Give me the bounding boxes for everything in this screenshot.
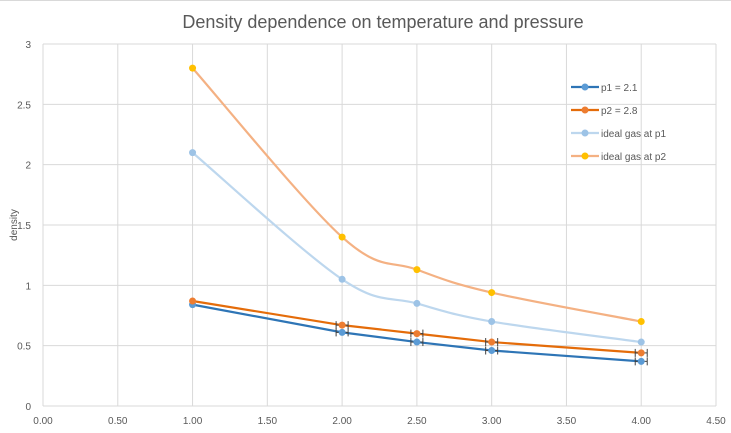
legend-item: ideal gas at p2 (571, 152, 666, 163)
legend-label: ideal gas at p1 (601, 129, 666, 140)
y-tick-label: 0 (25, 402, 31, 413)
x-tick-label: 3.50 (557, 416, 577, 427)
series-1 (189, 297, 648, 357)
data-point (413, 338, 421, 346)
legend-label: ideal gas at p2 (601, 152, 666, 163)
legend: p1 = 2.1 p2 = 2.8 ideal gas at p1 ideal gas… (571, 83, 666, 163)
y-tick-label: 1 (25, 281, 31, 292)
x-tick-label: 2.00 (332, 416, 352, 427)
series-2 (189, 149, 645, 346)
x-tick-label: 1.00 (183, 416, 203, 427)
x-tick-label: 0.00 (33, 416, 53, 427)
data-point (488, 289, 496, 297)
x-tick-label: 2.50 (407, 416, 427, 427)
y-tick-label: 0.5 (17, 342, 31, 353)
legend-swatch-marker (581, 106, 589, 114)
series-0 (189, 301, 648, 366)
legend-swatch-marker (581, 152, 589, 160)
y-tick-label: 1.5 (17, 221, 31, 232)
data-point (338, 275, 346, 283)
legend-label: p2 = 2.8 (601, 106, 638, 117)
x-tick-label: 3.00 (482, 416, 502, 427)
chart-title: Density dependence on temperature and pr… (182, 12, 583, 32)
legend-item: p2 = 2.8 (571, 106, 638, 117)
data-point (413, 266, 421, 274)
x-tick-label: 0.50 (108, 416, 128, 427)
series-group (189, 64, 648, 366)
x-axis-ticks: 0.00 0.50 1.00 1.50 2.00 2.50 3.00 3.50 4.00 4.50 (33, 416, 726, 427)
data-point (488, 346, 496, 354)
y-axis-label: density (9, 209, 20, 241)
x-tick-label: 4.50 (706, 416, 726, 427)
data-point (637, 349, 645, 357)
legend-swatch-marker (581, 83, 589, 91)
data-point (488, 338, 496, 346)
data-point (413, 330, 421, 338)
data-point (338, 328, 346, 336)
data-point (637, 357, 645, 365)
chart-top-border (0, 0, 731, 1)
data-point (637, 338, 645, 346)
y-tick-label: 3 (25, 40, 31, 51)
series-line (191, 151, 642, 344)
data-point (189, 149, 197, 157)
legend-label: p1 = 2.1 (601, 83, 638, 94)
legend-item: p1 = 2.1 (571, 83, 638, 94)
data-point (413, 299, 421, 307)
data-point (338, 233, 346, 241)
y-tick-label: 2 (25, 161, 31, 172)
data-point (189, 64, 197, 72)
y-axis-ticks: 0 0.5 1 1.5 2 2.5 3 (17, 40, 31, 413)
x-tick-label: 1.50 (258, 416, 278, 427)
data-point (189, 297, 197, 305)
y-tick-label: 2.5 (17, 100, 31, 111)
x-tick-label: 4.00 (631, 416, 651, 427)
gridlines (42, 43, 717, 407)
data-point (637, 318, 645, 326)
series-line (191, 67, 642, 323)
legend-swatch-marker (581, 129, 589, 137)
data-point (488, 318, 496, 326)
data-point (338, 321, 346, 329)
legend-item: ideal gas at p1 (571, 129, 666, 140)
series-3 (189, 64, 645, 326)
